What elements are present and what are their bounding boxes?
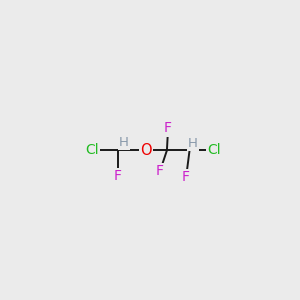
Text: F: F bbox=[182, 170, 190, 184]
Text: F: F bbox=[156, 164, 164, 178]
Text: H: H bbox=[188, 137, 198, 150]
Text: F: F bbox=[164, 122, 172, 135]
Text: H: H bbox=[119, 136, 129, 149]
Text: O: O bbox=[140, 143, 152, 158]
Text: F: F bbox=[114, 169, 122, 183]
Text: Cl: Cl bbox=[86, 143, 99, 157]
Text: Cl: Cl bbox=[207, 143, 220, 157]
